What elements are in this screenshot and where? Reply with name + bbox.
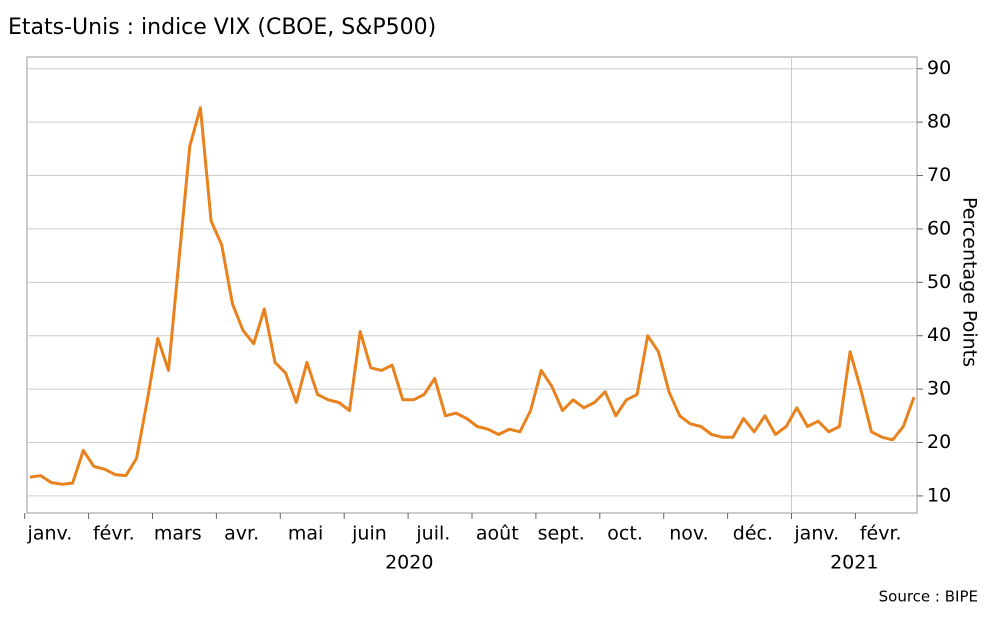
year-label: 2020: [385, 552, 433, 574]
x-tick-label: janv.: [793, 523, 839, 545]
y-tick-label: 60: [927, 217, 951, 239]
x-tick-label: juin: [351, 523, 387, 545]
y-tick-label: 10: [927, 484, 951, 506]
x-tick-label: déc.: [733, 523, 773, 545]
x-tick-label: févr.: [93, 523, 135, 545]
y-tick-label: 30: [927, 378, 951, 400]
y-tick-label: 40: [927, 324, 951, 346]
y-axis-label: Percentage Points: [959, 197, 981, 367]
y-tick-label: 90: [927, 57, 951, 79]
plot-frame: [26, 56, 918, 514]
source: Source : BIPE: [879, 588, 978, 606]
y-tick-label: 80: [927, 111, 951, 133]
data-line: [29, 106, 916, 486]
x-tick-label: juil.: [415, 523, 450, 545]
x-tick-label: avr.: [224, 523, 259, 545]
x-tick-label: févr.: [860, 523, 902, 545]
x-tick-label: mars: [154, 523, 202, 545]
y-tick-label: 70: [927, 164, 951, 186]
x-tick-label: oct.: [607, 523, 643, 545]
x-tick-label: sept.: [538, 523, 585, 545]
chart-title: Etats-Unis : indice VIX (CBOE, S&P500): [8, 15, 436, 40]
x-tick-label: mai: [288, 523, 323, 545]
year-label: 2021: [830, 552, 878, 574]
y-tick-label: 20: [927, 431, 951, 453]
x-tick-label: nov.: [669, 523, 708, 545]
x-tick-label: janv.: [27, 523, 73, 545]
x-tick-label: août: [476, 523, 519, 545]
y-tick-label: 50: [927, 271, 951, 293]
